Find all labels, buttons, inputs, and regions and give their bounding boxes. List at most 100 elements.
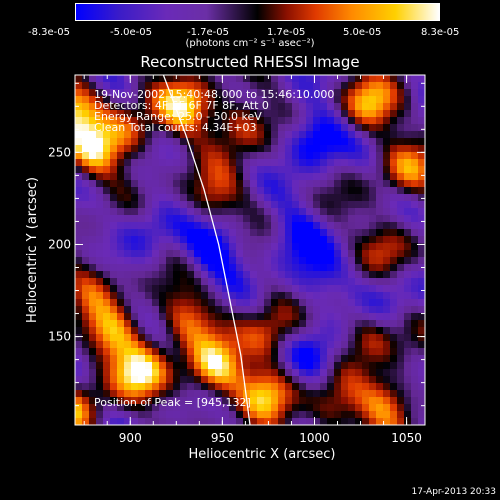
heatmap-cell [250, 404, 258, 412]
heatmap-cell [152, 327, 160, 335]
heatmap-cell [418, 117, 425, 125]
heatmap-cell [306, 194, 314, 202]
heatmap-cell [418, 341, 425, 349]
heatmap-cell [418, 334, 425, 342]
heatmap-cell [222, 341, 230, 349]
heatmap-cell [243, 418, 251, 425]
heatmap-cell [236, 236, 244, 244]
heatmap-cell [285, 117, 293, 125]
heatmap-cell [96, 411, 104, 419]
heatmap-cell [404, 215, 412, 223]
heatmap-cell [145, 215, 153, 223]
heatmap-cell [306, 383, 314, 391]
heatmap-cell [404, 418, 412, 425]
heatmap-cell [355, 201, 363, 209]
heatmap-cell [257, 285, 265, 293]
heatmap-cell [187, 306, 195, 314]
heatmap-cell [362, 292, 370, 300]
heatmap-cell [418, 271, 425, 279]
heatmap-cell [229, 362, 237, 370]
heatmap-cell [236, 208, 244, 216]
heatmap-cell [397, 173, 405, 181]
heatmap-cell [208, 299, 216, 307]
heatmap-cell [383, 229, 391, 237]
heatmap-cell [82, 96, 90, 104]
heatmap-cell [145, 355, 153, 363]
heatmap-cell [320, 166, 328, 174]
heatmap-cell [292, 243, 300, 251]
heatmap-cell [264, 257, 272, 265]
heatmap-cell [271, 173, 279, 181]
heatmap-cell [166, 348, 174, 356]
heatmap-cell [264, 75, 272, 83]
heatmap-cell [110, 117, 118, 125]
heatmap-cell [215, 411, 223, 419]
heatmap-cell [103, 383, 111, 391]
heatmap-cell [187, 215, 195, 223]
heatmap-cell [369, 369, 377, 377]
heatmap-cell [236, 117, 244, 125]
heatmap-cell [166, 145, 174, 153]
heatmap-cell [194, 250, 202, 258]
heatmap-cell [243, 138, 251, 146]
heatmap-cell [208, 404, 216, 412]
heatmap-cell [243, 131, 251, 139]
heatmap-cell [320, 236, 328, 244]
colorbar-tick: 1.7e-05 [267, 27, 306, 38]
heatmap-cell [145, 362, 153, 370]
heatmap-cell [243, 173, 251, 181]
heatmap-cell [299, 152, 307, 160]
heatmap-cell [383, 89, 391, 97]
heatmap-cell [82, 82, 90, 90]
heatmap-cell [257, 383, 265, 391]
heatmap-cell [173, 124, 181, 132]
heatmap-cell [418, 208, 425, 216]
heatmap-cell [180, 222, 188, 230]
heatmap-cell [334, 152, 342, 160]
heatmap-cell [383, 152, 391, 160]
heatmap-cell [299, 236, 307, 244]
heatmap-cell [215, 208, 223, 216]
heatmap-cell [369, 166, 377, 174]
heatmap-cell [117, 166, 125, 174]
heatmap-cell [89, 383, 97, 391]
heatmap-cell [418, 404, 425, 412]
heatmap-cell [418, 376, 425, 384]
heatmap-cell [222, 222, 230, 230]
heatmap-cell [334, 411, 342, 419]
heatmap-cell [194, 131, 202, 139]
heatmap-cell [264, 243, 272, 251]
heatmap-cell [173, 89, 181, 97]
heatmap-cell [397, 292, 405, 300]
heatmap-cell [299, 327, 307, 335]
heatmap-cell [250, 250, 258, 258]
heatmap-cell [82, 187, 90, 195]
heatmap-cell [348, 397, 356, 405]
heatmap-cell [383, 327, 391, 335]
heatmap-cell [306, 145, 314, 153]
heatmap-cell [334, 390, 342, 398]
heatmap-cell [355, 138, 363, 146]
heatmap-cell [278, 320, 286, 328]
heatmap-cell [376, 215, 384, 223]
heatmap-cell [82, 173, 90, 181]
heatmap-cell [299, 250, 307, 258]
heatmap-cell [390, 278, 398, 286]
heatmap-cell [390, 299, 398, 307]
heatmap-cell [390, 138, 398, 146]
heatmap-cell [341, 285, 349, 293]
heatmap-cell [138, 348, 146, 356]
heatmap-cell [89, 236, 97, 244]
heatmap-cell [124, 292, 132, 300]
heatmap-cell [173, 180, 181, 188]
heatmap-cell [180, 243, 188, 251]
heatmap-cell [341, 152, 349, 160]
heatmap-cell [383, 299, 391, 307]
heatmap-cell [264, 131, 272, 139]
heatmap-cell [418, 82, 425, 90]
heatmap-cell [376, 110, 384, 118]
heatmap-cell [96, 222, 104, 230]
heatmap-cell [299, 341, 307, 349]
heatmap-cell [215, 96, 223, 104]
heatmap-cell [292, 341, 300, 349]
